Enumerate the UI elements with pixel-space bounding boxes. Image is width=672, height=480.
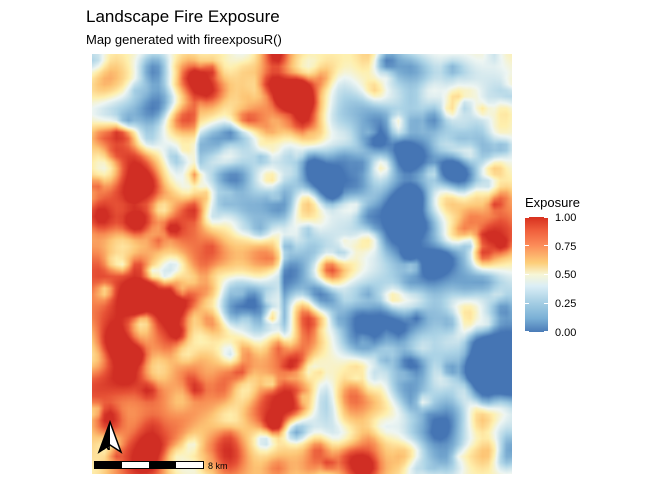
legend-label: 0.75 bbox=[555, 241, 577, 253]
legend-label: 0.25 bbox=[555, 298, 577, 310]
scale-bar-label: 8 km bbox=[208, 461, 228, 471]
legend-colorbar bbox=[525, 217, 548, 332]
legend-tick bbox=[544, 274, 548, 275]
legend-label: 1.00 bbox=[555, 212, 577, 224]
legend-tick bbox=[525, 245, 529, 246]
exposure-raster bbox=[92, 54, 512, 474]
north-arrow-icon bbox=[97, 420, 123, 454]
legend-tick bbox=[525, 217, 529, 218]
page-title: Landscape Fire Exposure bbox=[86, 7, 280, 26]
scale-bar-segment bbox=[149, 462, 176, 468]
scale-bar-segment bbox=[176, 462, 203, 468]
legend-tick bbox=[544, 217, 548, 218]
legend-tick bbox=[525, 331, 529, 332]
scale-bar-segment bbox=[122, 462, 149, 468]
legend-tick bbox=[544, 303, 548, 304]
legend-label: 0.00 bbox=[555, 327, 577, 339]
legend-title: Exposure bbox=[525, 195, 580, 210]
scale-bar-segment bbox=[95, 462, 122, 468]
scale-bar bbox=[94, 461, 204, 469]
legend-tick bbox=[525, 303, 529, 304]
legend-tick bbox=[544, 245, 548, 246]
north-arrow-label: N bbox=[102, 439, 111, 453]
legend-tick bbox=[525, 274, 529, 275]
page-subtitle: Map generated with fireexposuR() bbox=[86, 32, 282, 47]
exposure-map bbox=[92, 54, 512, 474]
legend-tick bbox=[544, 331, 548, 332]
legend-label: 0.50 bbox=[555, 269, 577, 281]
